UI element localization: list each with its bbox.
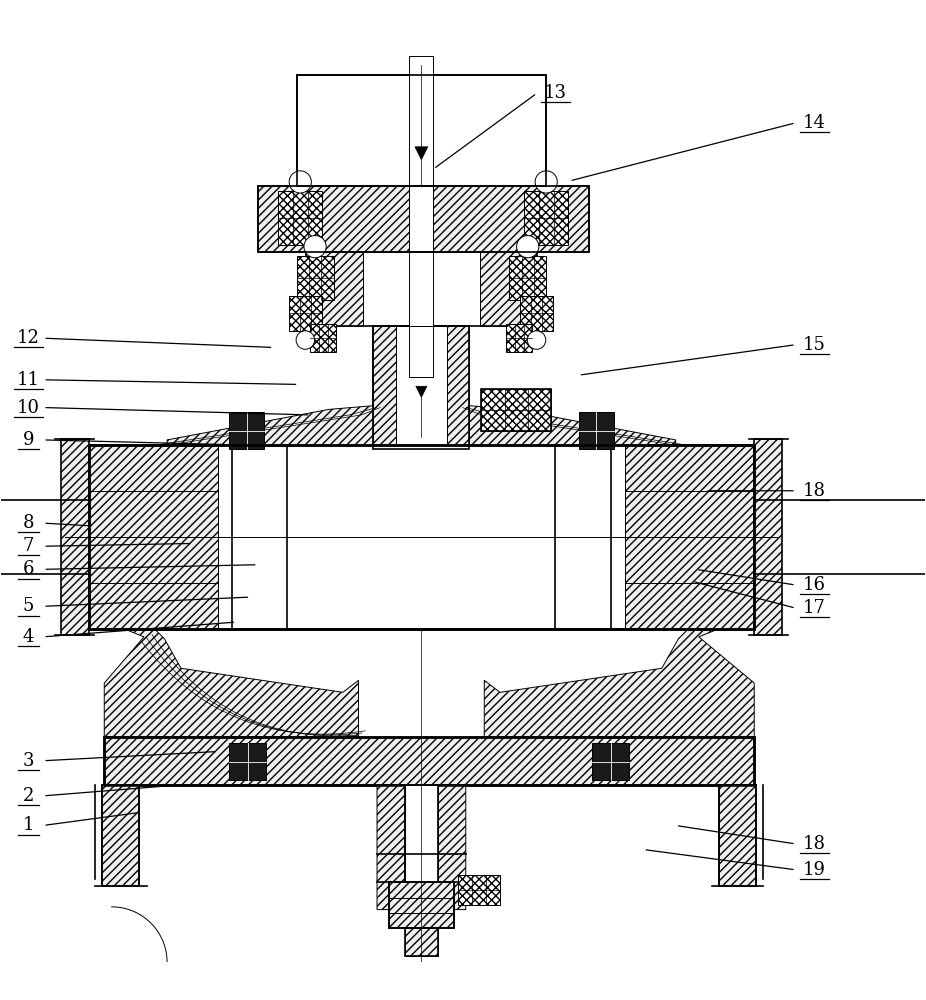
Bar — [229, 412, 264, 449]
Bar — [520, 296, 553, 331]
Text: 16: 16 — [803, 576, 826, 594]
Bar — [720, 785, 757, 886]
Bar — [61, 439, 89, 635]
Bar — [409, 252, 433, 326]
Text: 9: 9 — [22, 431, 34, 449]
Circle shape — [296, 331, 315, 349]
Polygon shape — [389, 326, 454, 368]
Polygon shape — [377, 785, 405, 910]
Circle shape — [289, 171, 311, 193]
Polygon shape — [415, 147, 428, 160]
Bar — [409, 56, 433, 190]
Text: 8: 8 — [22, 514, 34, 532]
Bar — [509, 256, 546, 300]
Circle shape — [527, 331, 545, 349]
Bar — [405, 928, 438, 956]
Circle shape — [517, 236, 539, 258]
Text: 19: 19 — [803, 861, 826, 879]
Bar — [579, 412, 614, 449]
Text: 13: 13 — [544, 84, 567, 102]
Bar — [296, 75, 546, 186]
Bar — [373, 326, 395, 449]
Bar — [310, 324, 336, 352]
Bar — [218, 445, 625, 629]
Bar — [373, 326, 469, 449]
Bar — [507, 324, 532, 352]
Text: 3: 3 — [22, 752, 34, 770]
Bar — [306, 252, 363, 326]
Bar — [296, 256, 333, 300]
Bar — [458, 875, 500, 905]
Bar — [720, 785, 757, 886]
Bar — [89, 445, 755, 629]
Polygon shape — [469, 406, 755, 446]
Polygon shape — [438, 785, 466, 910]
Bar — [409, 326, 433, 377]
Text: 5: 5 — [23, 597, 34, 615]
Text: 15: 15 — [803, 336, 826, 354]
Polygon shape — [89, 629, 358, 737]
Bar — [289, 296, 321, 331]
Bar — [257, 186, 589, 252]
Bar — [409, 186, 433, 252]
Text: 17: 17 — [803, 599, 826, 617]
Text: 6: 6 — [22, 560, 34, 578]
Text: 10: 10 — [17, 399, 40, 417]
Text: 11: 11 — [17, 371, 40, 389]
Text: 1: 1 — [22, 816, 34, 834]
Text: 14: 14 — [803, 114, 826, 132]
Bar — [103, 785, 140, 886]
Bar — [593, 743, 630, 780]
Bar — [405, 785, 438, 882]
Text: 18: 18 — [803, 835, 826, 853]
Text: 2: 2 — [23, 787, 34, 805]
Bar — [89, 445, 218, 629]
Bar — [306, 252, 537, 326]
Bar — [755, 439, 782, 635]
Bar — [373, 326, 469, 449]
Bar — [625, 445, 755, 629]
Polygon shape — [416, 386, 427, 397]
Text: 12: 12 — [17, 329, 40, 347]
Bar — [89, 445, 755, 629]
Bar — [524, 191, 569, 245]
Bar — [482, 389, 551, 431]
Circle shape — [535, 171, 557, 193]
Bar — [482, 389, 551, 431]
Text: 18: 18 — [803, 482, 826, 500]
Text: 4: 4 — [23, 628, 34, 646]
Bar — [105, 737, 755, 785]
Bar — [257, 186, 589, 252]
Circle shape — [304, 236, 326, 258]
Polygon shape — [89, 406, 373, 446]
Bar — [105, 737, 755, 785]
Text: 7: 7 — [23, 537, 34, 555]
Bar — [296, 75, 546, 186]
Bar — [389, 882, 454, 928]
Polygon shape — [484, 629, 755, 737]
Bar — [389, 882, 454, 928]
Bar — [103, 785, 140, 886]
Bar — [447, 326, 469, 449]
Bar — [229, 743, 266, 780]
Bar — [278, 191, 322, 245]
Bar — [405, 928, 438, 956]
Bar — [480, 252, 537, 326]
